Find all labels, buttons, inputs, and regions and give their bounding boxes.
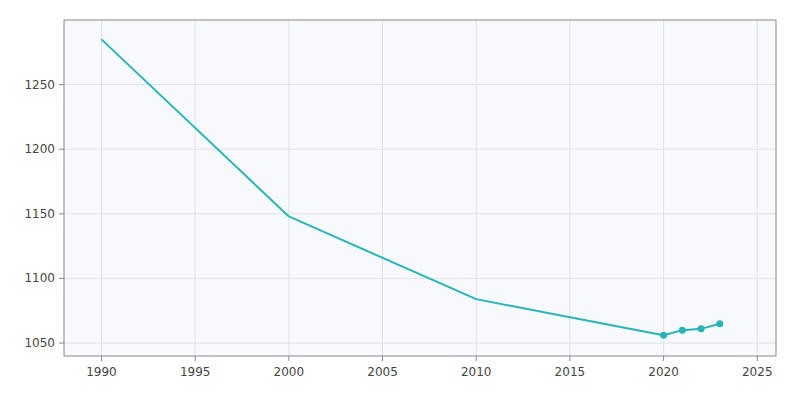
plot-background	[64, 20, 776, 356]
x-tick-label: 2000	[274, 365, 305, 379]
x-tick	[288, 356, 289, 361]
x-grid-line	[101, 20, 102, 356]
y-tick-label: 1250	[24, 78, 55, 92]
x-grid-line	[382, 20, 383, 356]
y-tick-label: 1150	[24, 207, 55, 221]
population-line	[101, 39, 719, 335]
x-grid-line	[663, 20, 664, 356]
y-grid-line	[64, 149, 776, 150]
grid	[59, 20, 776, 361]
y-grid-line	[64, 84, 776, 85]
point-marker	[660, 332, 667, 339]
chart-svg: 1990 1995 2000 2005 2010 2015 2020 2025 1050 1100…	[0, 0, 800, 400]
x-tick	[382, 356, 383, 361]
x-grid-line	[757, 20, 758, 356]
x-grid-line	[476, 20, 477, 356]
y-grid-line	[64, 213, 776, 214]
chart-container: 1990 1995 2000 2005 2010 2015 2020 2025 1050 1100…	[0, 0, 800, 400]
x-tick	[663, 356, 664, 361]
x-grid-line	[569, 20, 570, 356]
point-marker	[716, 320, 723, 327]
y-tick-label: 1200	[24, 142, 55, 156]
y-tick	[59, 343, 64, 344]
x-tick-label: 2020	[648, 365, 679, 379]
x-tick	[569, 356, 570, 361]
y-grid-line	[64, 343, 776, 344]
x-tick-label: 2015	[555, 365, 586, 379]
y-tick	[59, 84, 64, 85]
x-tick-label: 2010	[461, 365, 492, 379]
point-marker	[698, 325, 705, 332]
y-tick-label: 1050	[24, 336, 55, 350]
x-tick	[757, 356, 758, 361]
data-marks	[101, 39, 723, 338]
y-tick-label: 1100	[24, 271, 55, 285]
y-tick	[59, 278, 64, 279]
y-tick	[59, 213, 64, 214]
plot-frame	[64, 20, 776, 356]
point-marker	[679, 327, 686, 334]
x-grid-line	[288, 20, 289, 356]
x-tick-label: 2005	[367, 365, 398, 379]
x-tick	[195, 356, 196, 361]
x-tick-label: 2025	[742, 365, 773, 379]
x-tick	[101, 356, 102, 361]
x-grid-line	[195, 20, 196, 356]
x-tick-label: 1995	[180, 365, 211, 379]
x-tick-label: 1990	[86, 365, 117, 379]
x-tick	[476, 356, 477, 361]
y-grid-line	[64, 278, 776, 279]
y-tick	[59, 149, 64, 150]
